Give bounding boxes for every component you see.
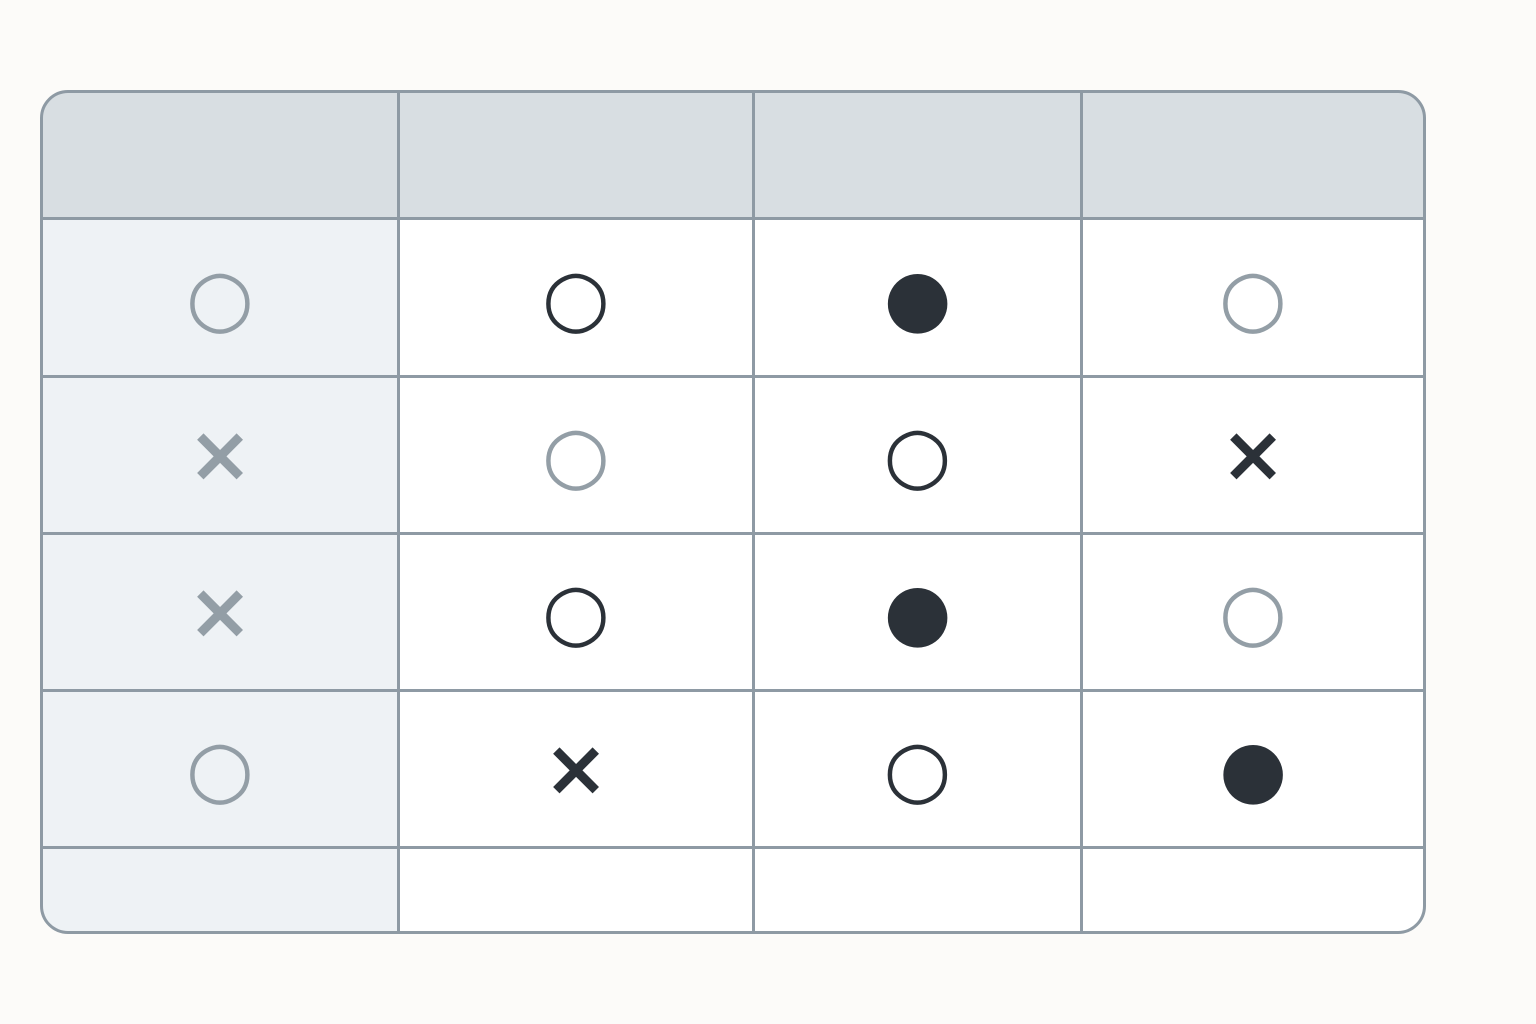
symbol-cell: × [400, 692, 752, 846]
symbol-cell: ○ [1083, 535, 1423, 689]
symbol-cell: ○ [755, 378, 1080, 532]
symbol-cell: ○ [1083, 220, 1423, 375]
symbol-cell: ○ [400, 220, 752, 375]
symbol-cell: ● [755, 220, 1080, 375]
symbol-cell: ● [1083, 692, 1423, 846]
empty-cell [755, 849, 1080, 931]
symbol-cell: ○ [43, 220, 397, 375]
symbol-cell: × [1083, 378, 1423, 532]
comparison-table: ○ ○ ● ○ × ○ ○ × × ○ ● ○ ○ × ○ ● [40, 90, 1426, 934]
symbol-cell: ○ [400, 535, 752, 689]
symbol-cell: ● [755, 535, 1080, 689]
empty-cell [400, 849, 752, 931]
header-cell [1083, 93, 1423, 217]
header-cell [755, 93, 1080, 217]
header-cell [400, 93, 752, 217]
symbol-cell: ○ [755, 692, 1080, 846]
symbol-cell: ○ [43, 692, 397, 846]
empty-cell [43, 849, 397, 931]
empty-cell [1083, 849, 1423, 931]
symbol-cell: ○ [400, 378, 752, 532]
symbol-cell: × [43, 535, 397, 689]
header-cell [43, 93, 397, 217]
symbol-cell: × [43, 378, 397, 532]
